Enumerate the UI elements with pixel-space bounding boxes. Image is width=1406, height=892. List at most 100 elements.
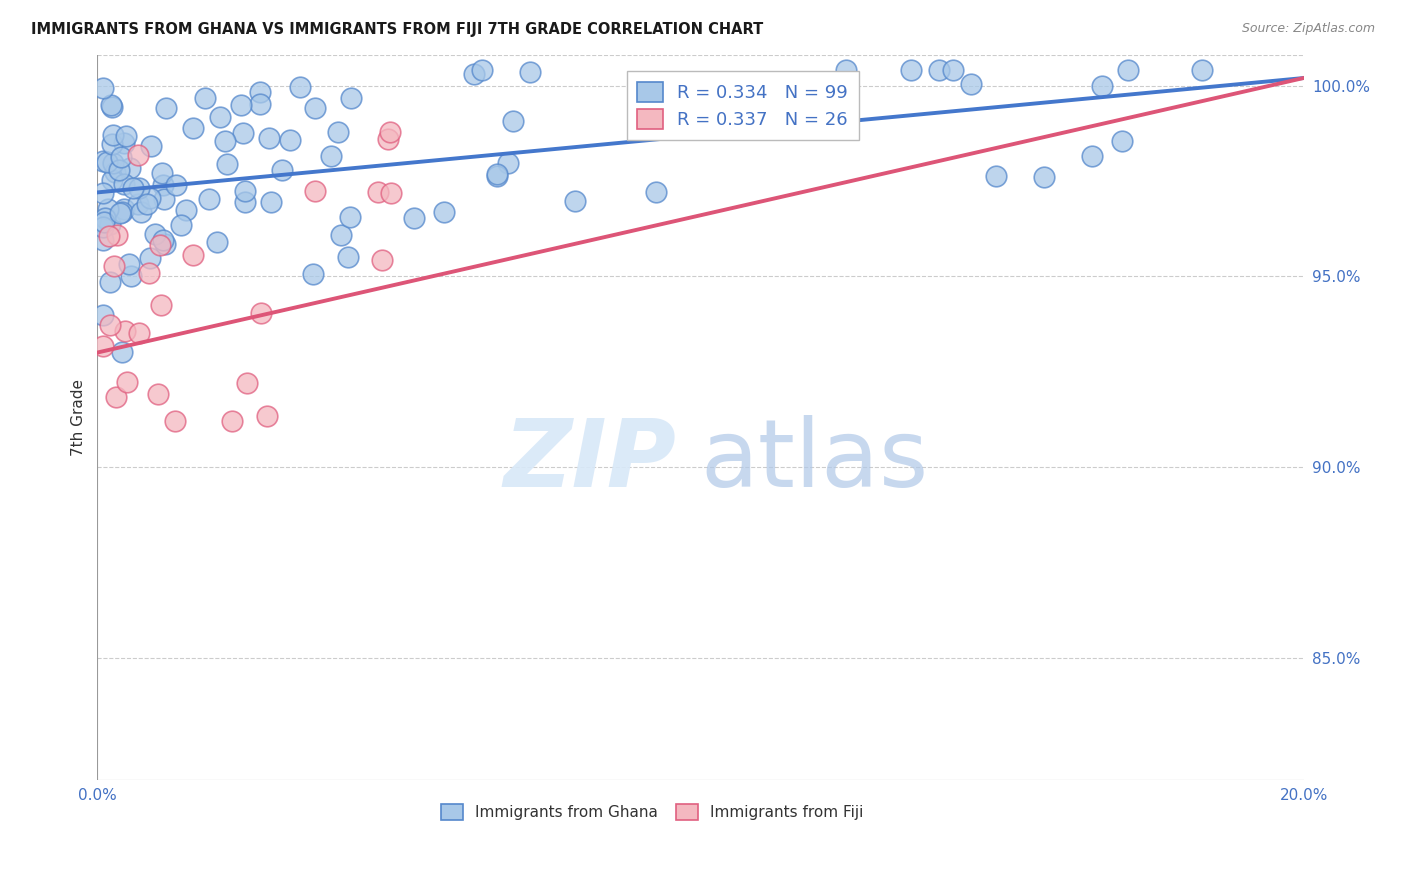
Point <box>103 259 125 273</box>
Point <box>143 227 166 242</box>
Point <box>128 181 150 195</box>
Point <box>236 376 259 390</box>
Point <box>377 132 399 146</box>
Y-axis label: 7th Grade: 7th Grade <box>72 379 86 456</box>
Point <box>205 235 228 249</box>
Point <box>118 257 141 271</box>
Point <box>120 268 142 283</box>
Point <box>233 195 256 210</box>
Point <box>94 211 117 226</box>
Point <box>114 129 136 144</box>
Point <box>301 267 323 281</box>
Point <box>93 339 115 353</box>
Point <box>155 101 177 115</box>
Point <box>270 163 292 178</box>
Point <box>138 267 160 281</box>
Point <box>463 66 485 80</box>
Point <box>93 219 115 234</box>
Point <box>330 227 353 242</box>
Point <box>135 196 157 211</box>
Point <box>486 167 509 181</box>
Point <box>194 91 217 105</box>
Point <box>104 390 127 404</box>
Point <box>215 157 238 171</box>
Point <box>93 308 115 322</box>
Text: ZIP: ZIP <box>503 415 676 507</box>
Point <box>111 345 134 359</box>
Point <box>112 177 135 191</box>
Point <box>304 185 326 199</box>
Point <box>339 211 361 225</box>
Point <box>176 202 198 217</box>
Point <box>103 156 125 170</box>
Point <box>1032 169 1054 184</box>
Point <box>153 192 176 206</box>
Point <box>197 193 219 207</box>
Point <box>150 298 173 312</box>
Point <box>98 217 121 231</box>
Point <box>112 202 135 216</box>
Point <box>229 97 252 112</box>
Text: Source: ZipAtlas.com: Source: ZipAtlas.com <box>1241 22 1375 36</box>
Point <box>152 178 174 192</box>
Point <box>100 98 122 112</box>
Point <box>163 414 186 428</box>
Point <box>165 178 187 193</box>
Point <box>150 166 173 180</box>
Text: atlas: atlas <box>700 415 929 507</box>
Point <box>181 121 204 136</box>
Point <box>1111 134 1133 148</box>
Point <box>98 276 121 290</box>
Point <box>367 185 389 199</box>
Legend: Immigrants from Ghana, Immigrants from Fiji: Immigrants from Ghana, Immigrants from F… <box>436 797 869 826</box>
Point <box>98 229 121 244</box>
Point <box>378 125 401 139</box>
Point <box>233 184 256 198</box>
Point <box>704 82 727 96</box>
Point <box>260 194 283 209</box>
Point <box>486 169 509 184</box>
Point <box>93 215 115 229</box>
Point <box>122 181 145 195</box>
Point <box>232 126 254 140</box>
Point <box>117 376 139 390</box>
Point <box>101 173 124 187</box>
Point <box>146 386 169 401</box>
Point <box>108 162 131 177</box>
Point <box>984 169 1007 184</box>
Point <box>181 248 204 262</box>
Point <box>471 63 494 78</box>
Point <box>149 238 172 252</box>
Point <box>304 101 326 115</box>
Point <box>110 150 132 164</box>
Point <box>93 233 115 247</box>
Point <box>1091 79 1114 94</box>
Point <box>100 318 122 332</box>
Point <box>249 97 271 112</box>
Point <box>214 134 236 148</box>
Point <box>1191 63 1213 78</box>
Point <box>104 164 127 178</box>
Point <box>960 77 983 91</box>
Point <box>250 306 273 320</box>
Point <box>110 205 132 219</box>
Point <box>101 100 124 114</box>
Text: IMMIGRANTS FROM GHANA VS IMMIGRANTS FROM FIJI 7TH GRADE CORRELATION CHART: IMMIGRANTS FROM GHANA VS IMMIGRANTS FROM… <box>31 22 763 37</box>
Point <box>249 85 271 99</box>
Point <box>496 156 519 170</box>
Point <box>101 136 124 151</box>
Point <box>502 114 524 128</box>
Point <box>928 63 950 78</box>
Point <box>221 414 243 428</box>
Point <box>900 63 922 78</box>
Point <box>278 133 301 147</box>
Point <box>326 125 349 139</box>
Point <box>1118 63 1140 78</box>
Point <box>380 186 402 200</box>
Point <box>256 409 278 424</box>
Point <box>564 194 586 208</box>
Point <box>519 65 541 79</box>
Point <box>336 250 359 264</box>
Point <box>208 110 231 124</box>
Point <box>114 324 136 338</box>
